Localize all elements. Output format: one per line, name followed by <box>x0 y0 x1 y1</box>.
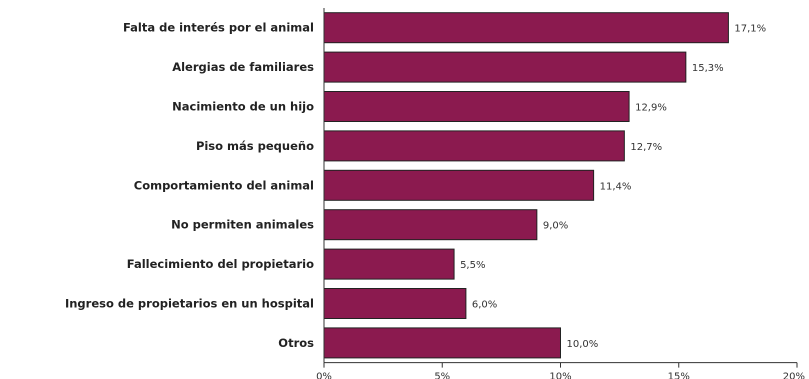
category-label: Ingreso de propietarios en un hospital <box>65 297 314 311</box>
category-label: Comportamiento del animal <box>134 178 314 192</box>
bars <box>323 12 729 359</box>
x-tick-label: 0% <box>316 372 332 379</box>
bar <box>323 130 625 162</box>
value-label: 5,5% <box>460 260 485 271</box>
value-label: 9,0% <box>543 221 568 232</box>
bar <box>323 12 729 44</box>
x-tick-label: 15% <box>668 372 690 379</box>
bar <box>323 327 561 359</box>
value-labels: 17,1% 15,3% 12,9% 12,7% 11,4% 9,0% 5,5% 6,0% 10,… <box>460 24 766 350</box>
bar <box>323 169 595 201</box>
value-label: 12,7% <box>630 142 662 153</box>
x-tick-label: 20% <box>783 372 805 379</box>
bar <box>323 209 538 241</box>
category-label: Nacimiento de un hijo <box>172 100 314 114</box>
bar <box>323 248 455 280</box>
value-label: 15,3% <box>692 63 724 74</box>
x-ticks: 0% 5% 10% 15% 20% <box>316 362 805 379</box>
x-tick-label: 5% <box>434 372 450 379</box>
value-label: 17,1% <box>734 24 766 35</box>
category-label: Falta de interés por el animal <box>123 21 314 35</box>
x-tick-label: 10% <box>549 372 571 379</box>
bar <box>323 91 630 122</box>
value-label: 11,4% <box>600 181 632 192</box>
category-label: Fallecimiento del propietario <box>127 257 314 271</box>
category-label: Otros <box>278 336 314 350</box>
category-label: Piso más pequeño <box>196 139 314 153</box>
value-label: 10,0% <box>567 339 599 350</box>
value-label: 6,0% <box>472 300 497 311</box>
category-label: Alergias de familiares <box>172 60 314 74</box>
category-label: No permiten animales <box>171 218 314 232</box>
value-label: 12,9% <box>635 103 667 114</box>
bar <box>323 51 687 83</box>
bar <box>323 288 467 319</box>
category-labels: Falta de interés por el animal Alergias d… <box>65 21 314 350</box>
